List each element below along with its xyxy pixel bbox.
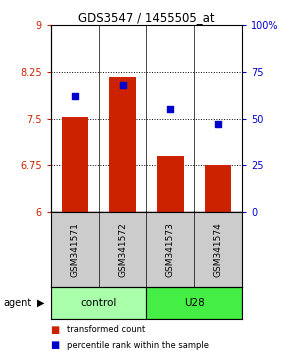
- Text: U28: U28: [184, 298, 205, 308]
- Text: GSM341574: GSM341574: [214, 222, 223, 277]
- Text: GSM341571: GSM341571: [70, 222, 79, 277]
- Bar: [51, 287, 146, 319]
- Point: [216, 121, 220, 127]
- Bar: [205, 165, 231, 212]
- Title: GDS3547 / 1455505_at: GDS3547 / 1455505_at: [78, 11, 215, 24]
- Text: percentile rank within the sample: percentile rank within the sample: [67, 341, 209, 350]
- Text: control: control: [80, 298, 117, 308]
- Point: [168, 106, 173, 112]
- Bar: [109, 77, 136, 212]
- Text: GSM341572: GSM341572: [118, 222, 127, 277]
- Text: transformed count: transformed count: [67, 325, 145, 335]
- Bar: [146, 287, 242, 319]
- Text: ■: ■: [50, 340, 60, 350]
- Text: ▶: ▶: [37, 298, 44, 308]
- Text: ■: ■: [50, 325, 60, 335]
- Text: GSM341573: GSM341573: [166, 222, 175, 277]
- Bar: [157, 156, 184, 212]
- Point: [120, 82, 125, 88]
- Text: agent: agent: [3, 298, 31, 308]
- Point: [72, 93, 77, 99]
- Bar: [61, 117, 88, 212]
